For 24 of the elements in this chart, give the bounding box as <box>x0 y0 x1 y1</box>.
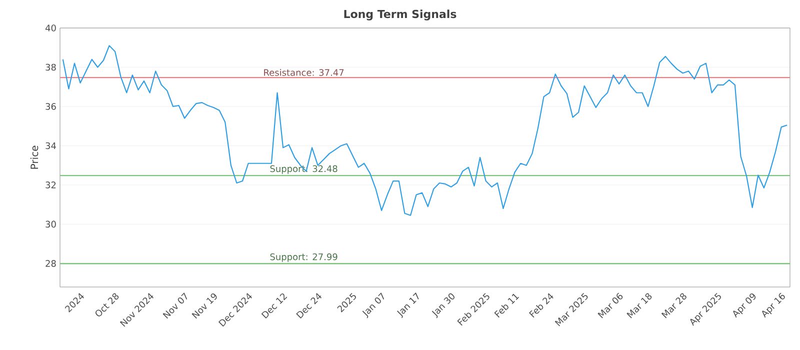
y-tick-label: 40 <box>45 24 56 32</box>
y-tick-label: 34 <box>46 142 56 150</box>
y-tick-label: 32 <box>46 182 56 188</box>
x-tick-label: Apr 16 <box>762 292 785 318</box>
y-tick-label: 30 <box>46 220 56 228</box>
x-tick-label: Jan 17 <box>397 292 419 318</box>
x-tick-label: Nov 07 <box>162 292 188 319</box>
y-tick-label: 28 <box>46 260 56 267</box>
y-tick-label: 36 <box>46 103 56 110</box>
x-tick-label: Apr 09 <box>733 293 756 318</box>
ref-line-label: Resistance: 37.47 <box>264 68 344 76</box>
x-tick-label: Dec 12 <box>261 293 288 319</box>
x-tick-label: Feb 11 <box>494 294 520 318</box>
chart-title: Long Term Signals <box>344 10 456 20</box>
x-tick-label: Mar 28 <box>661 293 686 318</box>
x-tick-label: Feb 24 <box>528 293 554 318</box>
x-tick-label: Dec 24 <box>296 293 322 319</box>
x-tick-label: Jan 30 <box>432 293 454 318</box>
x-tick-label: Nov 19 <box>192 293 217 319</box>
x-tick-label: Jan 07 <box>362 292 384 318</box>
ref-line-label: Support: 27.99 <box>270 253 338 262</box>
y-axis-title: Price <box>30 146 38 169</box>
y-tick-label: 38 <box>46 64 56 71</box>
x-tick-label: Oct 28 <box>96 293 119 316</box>
